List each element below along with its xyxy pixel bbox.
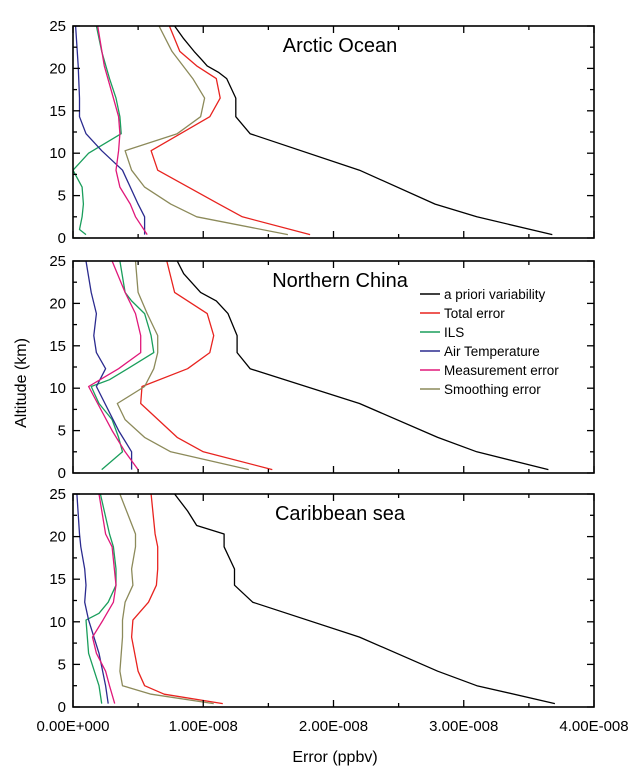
y-tick-label: 5 (58, 188, 66, 205)
y-tick-label: 20 (49, 60, 66, 77)
series-line-smoothing-error (124, 26, 289, 236)
legend-label: a priori variability (444, 287, 546, 302)
panel-title: Northern China (272, 270, 409, 292)
y-tick-label: 15 (49, 103, 66, 120)
legend-label: Total error (444, 306, 505, 321)
legend-item-a-priori-variability: a priori variability (420, 287, 546, 302)
legend-label: Smoothing error (444, 382, 541, 397)
x-tick-label: 4.00E-008 (559, 718, 628, 735)
x-axis-title: Error (ppbv) (292, 749, 377, 766)
y-tick-label: 20 (49, 529, 66, 546)
panel-northern-china: 0 5 10 15 20 25 Northern China (49, 253, 595, 482)
y-tick-label: 10 (49, 145, 66, 162)
series-line-total-error (130, 494, 223, 705)
y-tick-label: 15 (49, 338, 66, 355)
plot-frame (72, 493, 595, 708)
series-line-air-temperature (74, 26, 146, 235)
series-line-a-priori-variability (174, 26, 553, 236)
legend-item-measurement-error: Measurement error (420, 363, 559, 378)
y-tick-label: 5 (58, 656, 66, 673)
legend-item-ils: ILS (420, 325, 464, 340)
legend-label: Air Temperature (444, 344, 540, 359)
y-axis-title: Altitude (km) (13, 338, 30, 428)
y-tick-label: 0 (58, 699, 66, 716)
panel-title: Arctic Ocean (283, 35, 397, 57)
y-tick-label: 10 (49, 614, 66, 631)
panel-caribbean-sea: 0 5 10 15 20 25 Caribbean sea 0.00E+000 1.00E-00… (37, 486, 629, 735)
x-tick-label: 1.00E-008 (169, 718, 238, 735)
series-line-smoothing-error (116, 261, 249, 471)
series-line-measurement-error (87, 261, 142, 470)
y-tick-label: 5 (58, 423, 66, 440)
x-tick-label: 2.00E-008 (299, 718, 368, 735)
y-tick-label: 25 (49, 486, 66, 503)
x-tick-label: 3.00E-008 (429, 718, 498, 735)
y-tick-label: 0 (58, 465, 66, 482)
series-lines (76, 494, 556, 705)
series-line-total-error (150, 26, 311, 236)
y-tick-label: 15 (49, 571, 66, 588)
series-line-ils (85, 494, 117, 704)
legend-item-air-temperature: Air Temperature (420, 344, 540, 359)
y-tick-label: 25 (49, 253, 66, 270)
y-tick-label: 25 (49, 18, 66, 35)
series-line-ils (73, 26, 122, 236)
series-line-air-temperature (85, 261, 133, 470)
series-line-measurement-error (91, 494, 117, 704)
legend-label: Measurement error (444, 363, 559, 378)
series-line-ils (90, 261, 155, 471)
series-line-measurement-error (97, 26, 148, 235)
legend-item-total-error: Total error (420, 306, 505, 321)
x-tick-label: 0.00E+000 (37, 718, 110, 735)
y-tick-label: 0 (58, 230, 66, 247)
series-line-a-priori-variability (176, 261, 549, 471)
legend-item-smoothing-error: Smoothing error (420, 382, 541, 397)
series-lines (85, 261, 549, 471)
plot-frame (72, 25, 595, 239)
series-line-air-temperature (76, 494, 109, 704)
panel-title: Caribbean sea (275, 503, 406, 525)
panels-group: 0 5 10 15 20 25 Arctic Ocean 0 5 10 15 20 25 Northern… (37, 18, 629, 735)
panel-arctic-ocean: 0 5 10 15 20 25 Arctic Ocean (49, 18, 595, 247)
y-tick-label: 10 (49, 380, 66, 397)
series-line-a-priori-variability (174, 494, 556, 705)
y-tick-label: 20 (49, 295, 66, 312)
legend-label: ILS (444, 325, 464, 340)
series-lines (73, 26, 553, 236)
series-line-total-error (140, 261, 273, 471)
series-line-smoothing-error (119, 494, 214, 705)
legend: a priori variability Total error ILS Air Te… (420, 287, 559, 397)
